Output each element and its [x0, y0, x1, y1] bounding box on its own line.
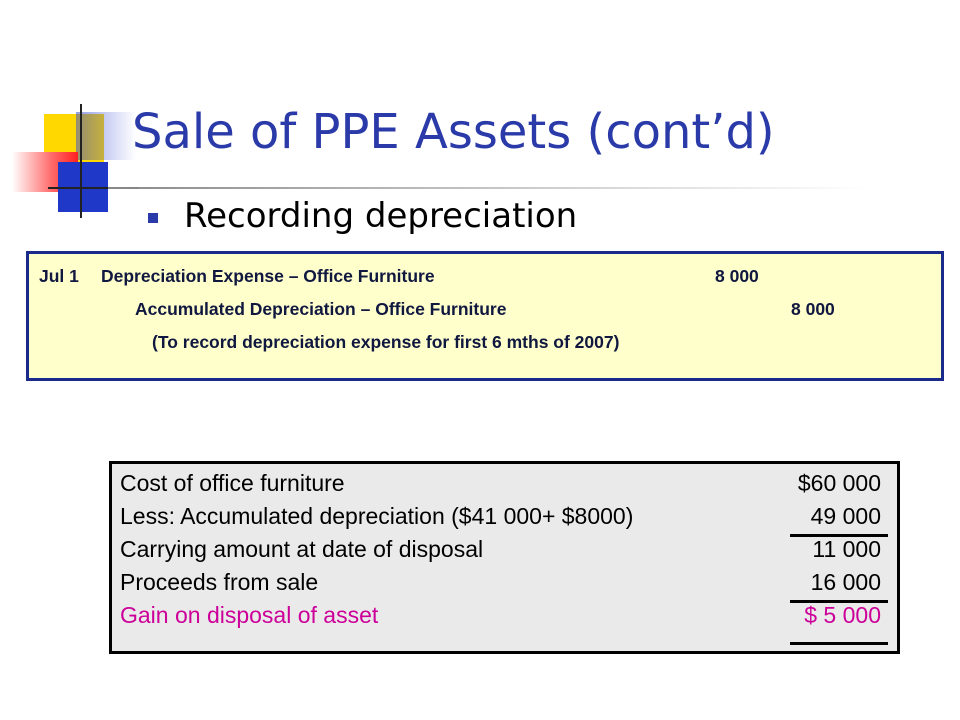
calc-label: Gain on disposal of asset	[120, 602, 379, 628]
calc-row-carrying-amount: Carrying amount at date of disposal 11 0…	[120, 536, 881, 568]
calc-row-accumulated-depreciation: Less: Accumulated depreciation ($41 000+…	[120, 503, 881, 535]
calc-row-gain: Gain on disposal of asset $ 5 000	[120, 602, 881, 634]
journal-date: Jul 1	[39, 266, 79, 286]
calc-amount: $60 000	[797, 470, 881, 496]
title-underline	[108, 187, 868, 189]
calc-amount: 49 000	[810, 503, 881, 529]
calc-label: Carrying amount at date of disposal	[120, 536, 484, 562]
journal-debit-amount: 8 000	[715, 266, 759, 286]
slide-title: Sale of PPE Assets (cont’d)	[132, 104, 775, 160]
gain-calculation-box: Cost of office furniture $60 000 Less: A…	[109, 461, 900, 654]
journal-narration: (To record depreciation expense for firs…	[152, 332, 620, 352]
decor-blue-gradient	[76, 112, 136, 160]
decor-vertical-line	[80, 104, 82, 218]
bullet-item: Recording depreciation	[148, 196, 577, 236]
bullet-square-icon	[148, 213, 158, 223]
total-double-rule	[790, 642, 888, 645]
subtotal-rule	[790, 534, 888, 537]
calc-amount: 11 000	[812, 536, 881, 562]
calc-row-proceeds: Proceeds from sale 16 000	[120, 569, 881, 601]
calc-amount: 16 000	[810, 569, 881, 595]
calc-row-cost: Cost of office furniture $60 000	[120, 470, 881, 502]
calc-label: Proceeds from sale	[120, 569, 319, 595]
journal-credit-amount: 8 000	[791, 299, 835, 319]
calc-label: Cost of office furniture	[120, 470, 345, 496]
subtotal-rule	[790, 600, 888, 603]
calc-label: Less: Accumulated depreciation ($41 000+…	[120, 503, 634, 529]
journal-credit-account: Accumulated Depreciation – Office Furnit…	[135, 299, 507, 319]
decor-horizontal-line	[48, 187, 138, 189]
calc-amount: $ 5 000	[804, 602, 881, 628]
journal-debit-account: Depreciation Expense – Office Furniture	[101, 266, 435, 286]
bullet-text: Recording depreciation	[184, 196, 578, 236]
journal-entry-box: Jul 1 Depreciation Expense – Office Furn…	[26, 251, 944, 381]
